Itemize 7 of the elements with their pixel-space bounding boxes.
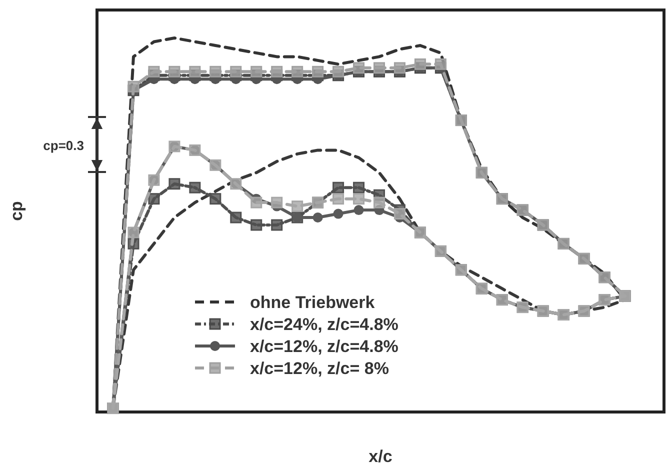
legend-label: x/c=12%, z/c=4.8% [250, 337, 398, 356]
text: cp=0.3 [43, 138, 84, 153]
y-axis-title: cp [7, 201, 26, 221]
legend-label: x/c=12%, z/c= 8% [250, 359, 389, 378]
legend-label: x/c=24%, z/c=4.8% [250, 315, 398, 334]
x-axis-title: x/c [368, 447, 392, 466]
legend-label: ohne Triebwerk [250, 293, 376, 312]
